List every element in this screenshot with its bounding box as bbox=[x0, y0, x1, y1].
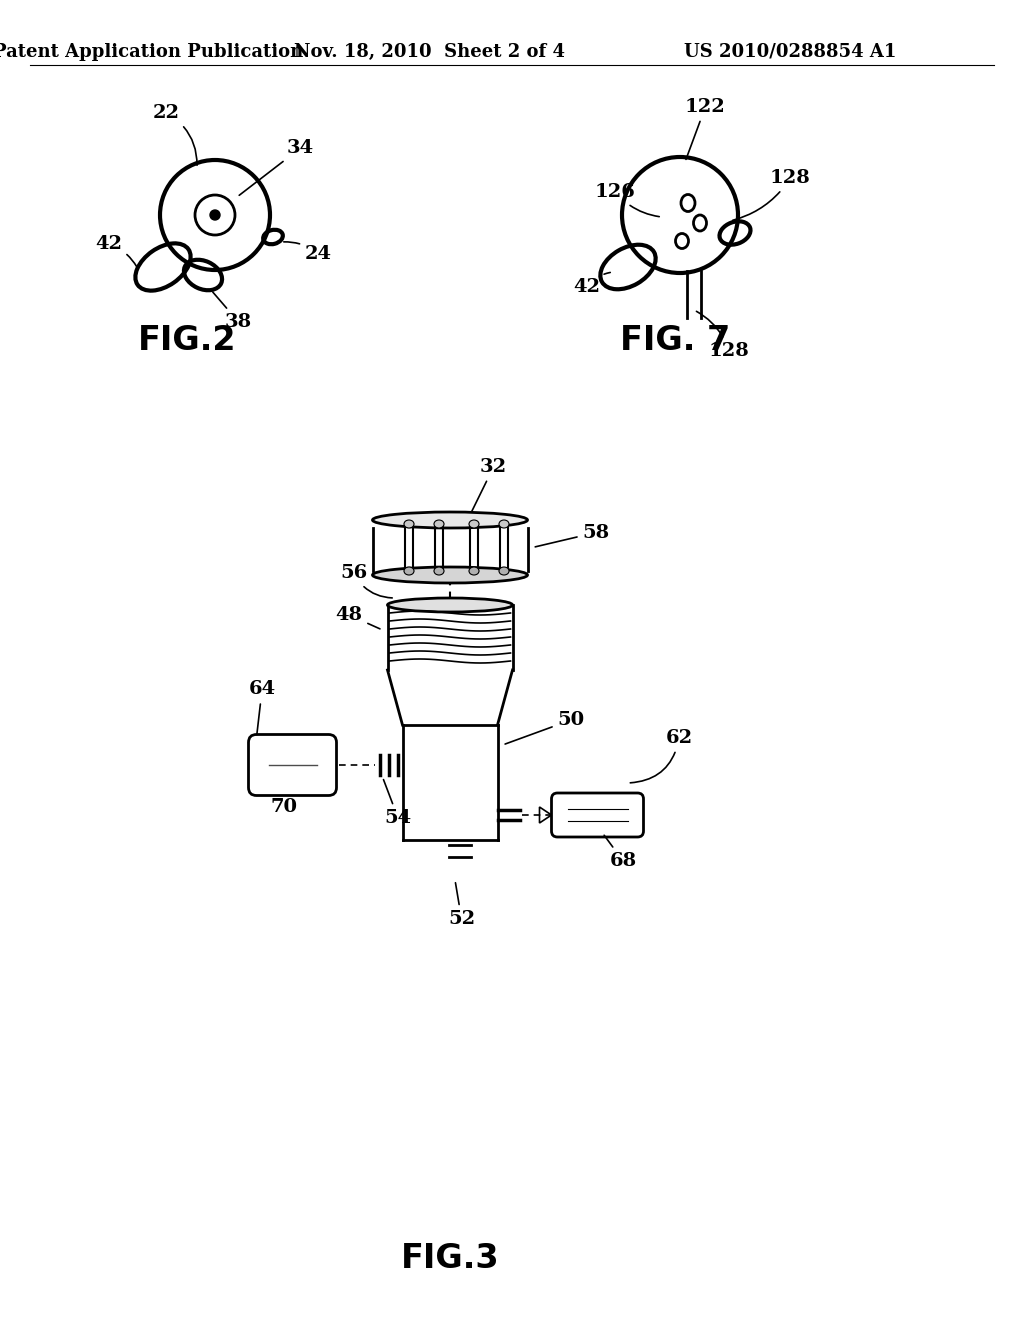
Text: 70: 70 bbox=[271, 799, 298, 817]
Text: Patent Application Publication: Patent Application Publication bbox=[0, 44, 303, 61]
Text: Nov. 18, 2010  Sheet 2 of 4: Nov. 18, 2010 Sheet 2 of 4 bbox=[295, 44, 565, 61]
Text: 42: 42 bbox=[573, 272, 610, 296]
Ellipse shape bbox=[469, 520, 479, 528]
Circle shape bbox=[210, 210, 220, 220]
Text: FIG.2: FIG.2 bbox=[138, 323, 237, 356]
Text: 68: 68 bbox=[604, 836, 637, 870]
Ellipse shape bbox=[373, 568, 527, 583]
Text: 58: 58 bbox=[536, 524, 609, 546]
Text: 64: 64 bbox=[249, 681, 275, 735]
Ellipse shape bbox=[387, 598, 512, 612]
Ellipse shape bbox=[434, 568, 444, 576]
Text: 122: 122 bbox=[685, 98, 726, 160]
Text: US 2010/0288854 A1: US 2010/0288854 A1 bbox=[684, 44, 896, 61]
Ellipse shape bbox=[404, 520, 414, 528]
Text: 56: 56 bbox=[340, 564, 392, 598]
Text: 32: 32 bbox=[471, 458, 507, 512]
Text: 54: 54 bbox=[383, 780, 412, 828]
Ellipse shape bbox=[373, 512, 527, 528]
Text: 24: 24 bbox=[284, 242, 332, 263]
Text: 50: 50 bbox=[505, 711, 585, 744]
Text: 48: 48 bbox=[336, 606, 380, 628]
Text: FIG. 7: FIG. 7 bbox=[620, 323, 730, 356]
Ellipse shape bbox=[469, 568, 479, 576]
Text: 126: 126 bbox=[595, 183, 659, 216]
Text: FIG.3: FIG.3 bbox=[400, 1242, 500, 1275]
Text: 128: 128 bbox=[696, 312, 750, 360]
Text: 38: 38 bbox=[213, 292, 252, 331]
Ellipse shape bbox=[434, 520, 444, 528]
Text: 62: 62 bbox=[630, 729, 692, 783]
Ellipse shape bbox=[499, 520, 509, 528]
Ellipse shape bbox=[499, 568, 509, 576]
Ellipse shape bbox=[404, 568, 414, 576]
Text: 42: 42 bbox=[95, 235, 136, 267]
Text: 34: 34 bbox=[240, 139, 314, 195]
Text: 22: 22 bbox=[153, 104, 197, 165]
Text: 128: 128 bbox=[733, 169, 811, 220]
Text: 52: 52 bbox=[449, 883, 475, 928]
